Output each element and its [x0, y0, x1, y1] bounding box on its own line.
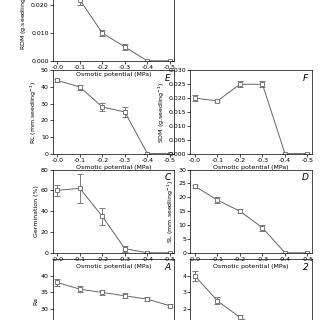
Y-axis label: SL (mm.seedling$^{-1}$): SL (mm.seedling$^{-1}$) [166, 180, 176, 243]
X-axis label: Osmotic potential (MPa): Osmotic potential (MPa) [76, 264, 151, 269]
Text: D: D [301, 173, 308, 182]
Y-axis label: Germination (%): Germination (%) [34, 185, 39, 237]
X-axis label: Osmotic potential (MPa): Osmotic potential (MPa) [213, 165, 289, 170]
Text: A: A [164, 262, 171, 272]
Text: E: E [165, 74, 171, 83]
Text: C: C [164, 173, 171, 182]
X-axis label: Osmotic potential (MPa): Osmotic potential (MPa) [76, 165, 151, 170]
Y-axis label: Ra: Ra [34, 297, 39, 305]
X-axis label: Osmotic potential (MPa): Osmotic potential (MPa) [213, 264, 289, 269]
X-axis label: Osmotic potential (MPa): Osmotic potential (MPa) [76, 72, 151, 77]
Y-axis label: RDM (g.seedling$^{-1}$): RDM (g.seedling$^{-1}$) [19, 0, 29, 50]
Y-axis label: SDM (g.seedling$^{-1}$): SDM (g.seedling$^{-1}$) [156, 81, 166, 143]
Text: F: F [303, 74, 308, 83]
Text: 2: 2 [303, 262, 308, 272]
Y-axis label: RL (mm.seedling$^{-1}$): RL (mm.seedling$^{-1}$) [28, 80, 39, 144]
